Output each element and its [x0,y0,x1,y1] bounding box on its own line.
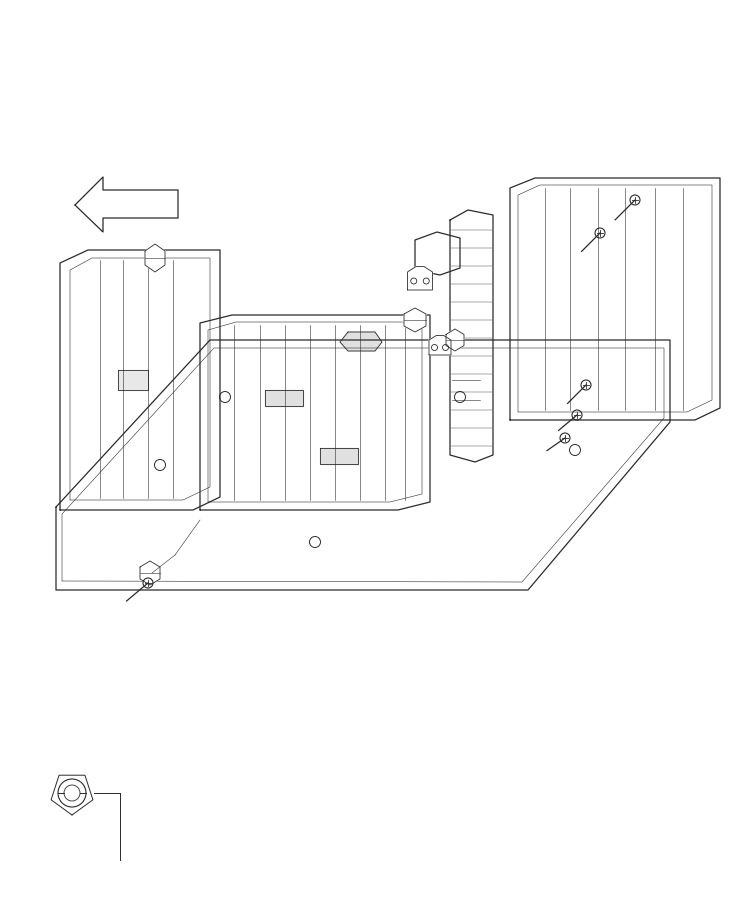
Polygon shape [145,244,165,272]
Polygon shape [75,177,178,232]
Polygon shape [320,448,358,464]
Polygon shape [415,232,460,275]
Polygon shape [265,390,303,406]
Polygon shape [140,561,160,585]
Polygon shape [56,340,670,590]
Polygon shape [510,178,720,420]
Polygon shape [60,250,220,510]
Polygon shape [408,266,433,290]
Polygon shape [450,210,493,462]
Polygon shape [429,336,451,355]
Polygon shape [404,308,426,332]
Polygon shape [446,329,464,351]
Polygon shape [340,332,382,351]
Polygon shape [118,370,148,390]
Polygon shape [200,315,430,510]
